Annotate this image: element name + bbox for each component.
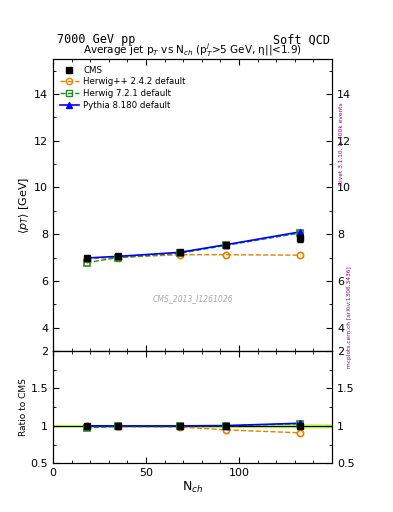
Legend: CMS, Herwig++ 2.4.2 default, Herwig 7.2.1 default, Pythia 8.180 default: CMS, Herwig++ 2.4.2 default, Herwig 7.2.… — [57, 63, 188, 112]
Text: 7000 GeV pp: 7000 GeV pp — [57, 33, 135, 46]
Title: Average jet p$_{T}$ vs N$_{ch}$ (p$^{j}_{T}$>5 GeV, η||<1.9): Average jet p$_{T}$ vs N$_{ch}$ (p$^{j}_… — [83, 41, 302, 59]
Y-axis label: Ratio to CMS: Ratio to CMS — [19, 378, 28, 436]
Text: Soft QCD: Soft QCD — [273, 33, 330, 46]
X-axis label: N$_{ch}$: N$_{ch}$ — [182, 480, 203, 495]
Text: CMS_2013_I1261026: CMS_2013_I1261026 — [152, 294, 233, 303]
Text: Rivet 3.1.10, ≥ 400k events: Rivet 3.1.10, ≥ 400k events — [339, 102, 344, 185]
Text: mcplots.cern.ch [arXiv:1306.3436]: mcplots.cern.ch [arXiv:1306.3436] — [347, 267, 352, 368]
Y-axis label: $\langle p_T \rangle$ [GeV]: $\langle p_T \rangle$ [GeV] — [17, 176, 31, 233]
